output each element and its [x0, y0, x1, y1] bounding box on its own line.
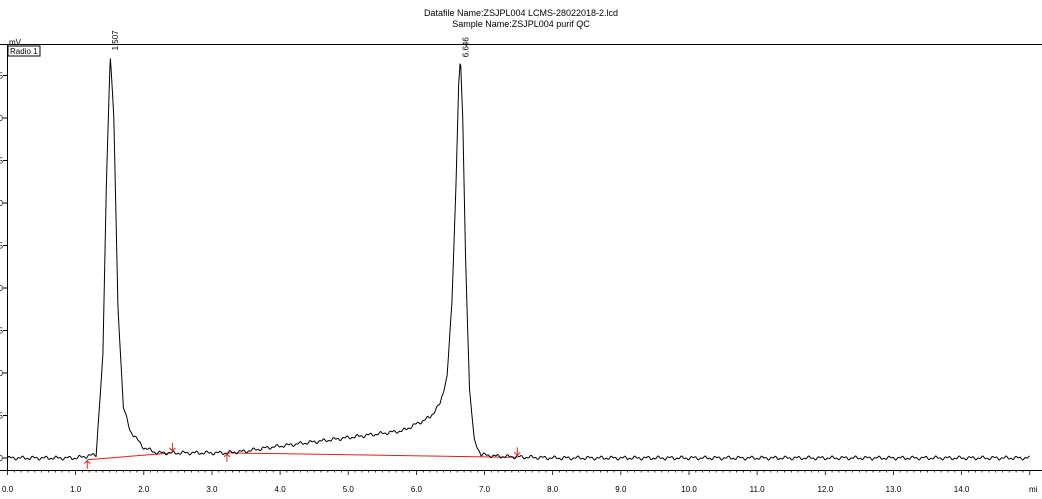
channel-label: Radio 1 — [10, 47, 38, 56]
y-tick-label: 225 — [0, 72, 4, 81]
x-tick-label: 13.0 — [886, 485, 902, 494]
x-tick-label: 3.0 — [206, 485, 218, 494]
x-tick-label: 6.0 — [411, 485, 423, 494]
sample-name: Sample Name:ZSJPL004 purif QC — [452, 19, 590, 29]
x-tick-label: 0.0 — [2, 485, 14, 494]
integration-baselines — [87, 452, 518, 461]
x-tick-label: 7.0 — [479, 485, 491, 494]
peak-retention-label: 6.646 — [461, 37, 470, 58]
peak-retention-label: 1.507 — [111, 30, 120, 51]
x-tick-label: 8.0 — [547, 485, 559, 494]
chromatogram-trace-group — [7, 58, 1030, 461]
y-tick-label: 75 — [0, 327, 4, 336]
y-tick-label: 150 — [0, 199, 4, 208]
y-unit-label: mV — [9, 38, 22, 47]
peak-end-marker — [169, 442, 176, 452]
peak-labels: 1.507 6.646 — [111, 30, 470, 57]
x-tick-label: 11.0 — [750, 485, 766, 494]
peak-end-marker — [513, 447, 521, 457]
y-tick-label: 175 — [0, 157, 4, 166]
integration-baseline — [87, 452, 173, 461]
y-tick-label: 50 — [0, 369, 4, 378]
y-tick-label: 125 — [0, 242, 4, 251]
x-tick-label: 2.0 — [138, 485, 150, 494]
y-tick-label: 200 — [0, 114, 4, 123]
x-unit-label: mi — [1029, 485, 1038, 494]
peak-start-marker — [223, 453, 231, 462]
x-tick-label: 5.0 — [343, 485, 355, 494]
y-axis-ticks: 0 25 50 75 100 125 150 175 200 225 — [0, 72, 8, 463]
x-tick-label: 4.0 — [275, 485, 287, 494]
channel-label-box — [7, 45, 41, 57]
chromatogram-trace — [7, 58, 1030, 461]
y-tick-label: 0 — [0, 454, 4, 463]
x-tick-label: 1.0 — [70, 485, 82, 494]
x-tick-label: 14.0 — [954, 485, 970, 494]
integration-markers — [83, 442, 521, 469]
x-tick-label: 12.0 — [818, 485, 834, 494]
datafile-name: Datafile Name:ZSJPL004 LCMS-28022018-2.l… — [423, 8, 619, 18]
peak-start-marker — [83, 459, 91, 469]
y-tick-label: 25 — [0, 412, 4, 421]
x-tick-label: 9.0 — [615, 485, 627, 494]
y-tick-label: 100 — [0, 284, 4, 293]
x-axis-ticks: 0.0 1.0 2.0 3.0 4.0 5.0 6.0 7.0 8.0 9.0 10.0 11.0 12… — [2, 470, 1031, 494]
integration-baseline — [226, 452, 518, 458]
x-tick-label: 10.0 — [681, 485, 697, 494]
